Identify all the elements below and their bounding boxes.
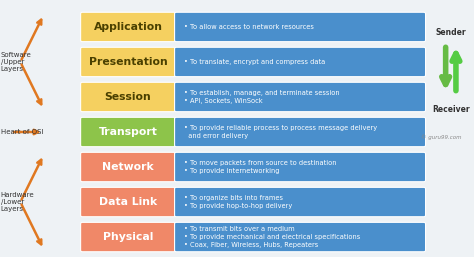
Text: Application: Application (93, 22, 163, 32)
Text: • To move packets from source to destination
• To provide internetworking: • To move packets from source to destina… (184, 160, 337, 174)
FancyBboxPatch shape (81, 152, 175, 182)
Text: • To transmit bits over a medium
• To provide mechanical and electrical specific: • To transmit bits over a medium • To pr… (184, 226, 360, 248)
Text: • To allow access to network resources: • To allow access to network resources (184, 24, 314, 30)
Text: • To organize bits into frames
• To provide hop-to-hop delivery: • To organize bits into frames • To prov… (184, 195, 292, 209)
FancyBboxPatch shape (174, 117, 426, 147)
Text: Sender: Sender (436, 28, 466, 37)
Text: Session: Session (105, 92, 151, 102)
Text: Data Link: Data Link (99, 197, 157, 207)
Text: Software
/Upper
Layers: Software /Upper Layers (0, 52, 31, 72)
Text: Network: Network (102, 162, 154, 172)
Text: Receiver: Receiver (432, 105, 470, 114)
FancyBboxPatch shape (81, 47, 175, 77)
FancyBboxPatch shape (81, 222, 175, 252)
Text: Transport: Transport (99, 127, 157, 137)
FancyBboxPatch shape (174, 82, 426, 112)
Text: Presentation: Presentation (89, 57, 167, 67)
FancyBboxPatch shape (81, 117, 175, 147)
Text: • To translate, encrypt and compress data: • To translate, encrypt and compress dat… (184, 59, 325, 65)
FancyBboxPatch shape (174, 47, 426, 77)
Text: © guru99.com: © guru99.com (421, 134, 461, 140)
Text: • To provide reliable process to process message delivery
  and error delivery: • To provide reliable process to process… (184, 125, 377, 139)
FancyBboxPatch shape (81, 82, 175, 112)
FancyBboxPatch shape (81, 187, 175, 217)
FancyBboxPatch shape (81, 12, 175, 42)
Text: • To establish, manage, and terminate session
• API, Sockets, WinSock: • To establish, manage, and terminate se… (184, 90, 339, 104)
FancyBboxPatch shape (174, 152, 426, 182)
FancyBboxPatch shape (174, 187, 426, 217)
FancyBboxPatch shape (174, 12, 426, 42)
Text: Heart of OSI: Heart of OSI (0, 129, 43, 135)
Text: Hardware
/Lower
Layers: Hardware /Lower Layers (0, 192, 34, 212)
FancyBboxPatch shape (174, 222, 426, 252)
Text: Physical: Physical (103, 232, 153, 242)
